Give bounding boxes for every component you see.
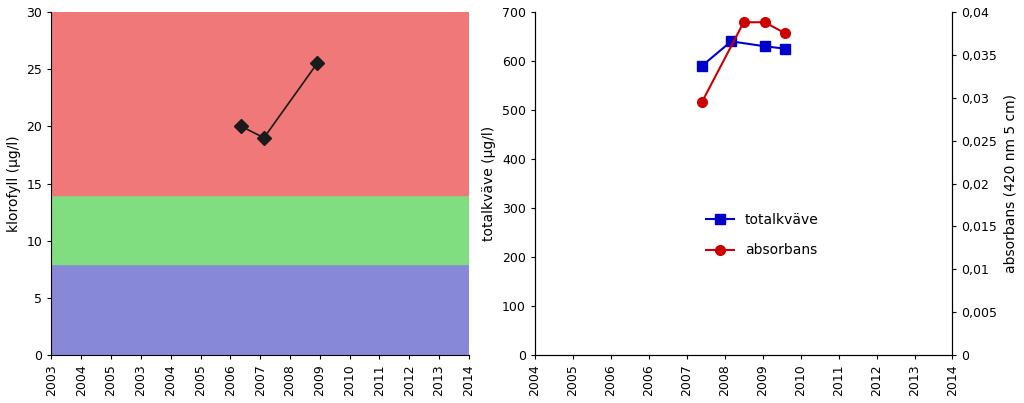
Line: totalkväve: totalkväve: [697, 37, 791, 71]
Bar: [51, 12, 469, 195]
Y-axis label: klorofyll (μg/l): klorofyll (μg/l): [7, 135, 20, 232]
absorbans: [696, 100, 709, 104]
Bar: [51, 195, 469, 264]
Y-axis label: totalkväve (μg/l): totalkväve (μg/l): [482, 126, 497, 241]
Legend: totalkväve, absorbans: totalkväve, absorbans: [700, 207, 824, 263]
Y-axis label: absorbans (420 nm 5 cm): absorbans (420 nm 5 cm): [1004, 94, 1017, 273]
totalkväve: [759, 44, 771, 49]
absorbans: [779, 31, 792, 36]
Line: absorbans: absorbans: [697, 17, 791, 107]
totalkväve: [779, 46, 792, 51]
Bar: [51, 264, 469, 355]
totalkväve: [725, 39, 737, 44]
totalkväve: [696, 63, 709, 68]
absorbans: [759, 20, 771, 25]
absorbans: [737, 20, 750, 25]
